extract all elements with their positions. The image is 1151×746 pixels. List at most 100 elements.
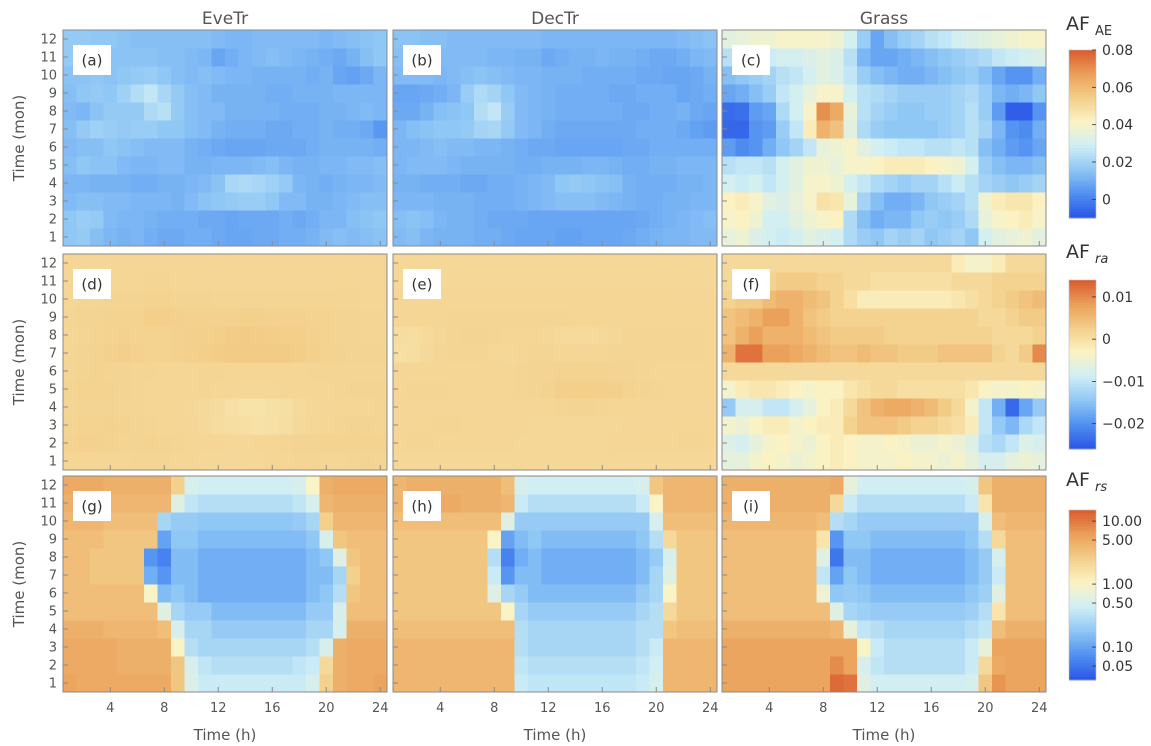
heatmap-cell (609, 638, 624, 657)
heatmap-cell (884, 602, 899, 621)
heatmap-cell (306, 308, 321, 327)
heatmap-cell (541, 656, 556, 675)
heatmap-cell (722, 344, 737, 363)
heatmap-cell (649, 434, 664, 453)
heatmap-cell (676, 254, 691, 273)
heatmap-cell (279, 102, 294, 121)
heatmap-cell (595, 362, 610, 381)
heatmap-cell (292, 602, 307, 621)
heatmap-cell (130, 192, 145, 211)
heatmap-cell (501, 398, 516, 417)
heatmap-cell (393, 254, 408, 273)
heatmap-cell (487, 174, 502, 193)
heatmap-cell (360, 620, 375, 639)
heatmap-cell (279, 584, 294, 603)
heatmap-cell (911, 66, 926, 85)
heatmap-cell (474, 192, 489, 211)
heatmap-cell (184, 398, 199, 417)
heatmap-cell (870, 416, 885, 435)
heatmap-cell (897, 290, 912, 309)
heatmap-cell (63, 30, 78, 49)
heatmap-cell (487, 344, 502, 363)
heatmap-cell (373, 156, 388, 175)
heatmap-cell (636, 530, 651, 549)
heatmap-cell (636, 548, 651, 567)
colorbar-segment (1069, 518, 1096, 522)
heatmap-cell (735, 174, 750, 193)
colorbar-segment (1069, 302, 1096, 306)
heatmap-cell (406, 192, 421, 211)
heatmap-cell (703, 476, 718, 495)
heatmap-cell (690, 434, 705, 453)
heatmap-cell (184, 30, 199, 49)
heatmap-cell (171, 228, 186, 247)
heatmap-cell (447, 656, 462, 675)
heatmap-cell (157, 452, 172, 471)
heatmap-cell (776, 138, 791, 157)
heatmap-cell (319, 254, 334, 273)
heatmap-cell (803, 102, 818, 121)
colorbar-segment (1069, 336, 1096, 340)
heatmap-cell (938, 530, 953, 549)
heatmap-cell (460, 66, 475, 85)
heatmap-cell (749, 380, 764, 399)
heatmap-cell (541, 308, 556, 327)
heatmap-cell (911, 156, 926, 175)
heatmap-cell (649, 602, 664, 621)
colorbar-segment (1069, 103, 1096, 107)
heatmap-cell (816, 638, 831, 657)
heatmap-cell (76, 326, 91, 345)
heatmap-cell (144, 138, 159, 157)
heatmap-cell (830, 308, 845, 327)
heatmap-cell (433, 120, 448, 139)
heatmap-cell (595, 84, 610, 103)
heatmap-cell (103, 602, 118, 621)
heatmap-cell (514, 512, 529, 531)
heatmap-cell (595, 620, 610, 639)
heatmap-cell (951, 192, 966, 211)
y-tick-label: 10 (40, 515, 57, 530)
heatmap-cell (514, 344, 529, 363)
heatmap-cell (582, 548, 597, 567)
heatmap-cell (157, 548, 172, 567)
heatmap-cell (830, 174, 845, 193)
heatmap-cell (292, 452, 307, 471)
heatmap-cell (360, 102, 375, 121)
heatmap-cell (528, 174, 543, 193)
heatmap-cell (346, 434, 361, 453)
heatmap-cell (292, 494, 307, 513)
heatmap-cell (198, 174, 213, 193)
heatmap-cell (474, 228, 489, 247)
heatmap-cell (735, 156, 750, 175)
heatmap-cell (749, 344, 764, 363)
heatmap-cell (1005, 566, 1020, 585)
heatmap-cell (238, 66, 253, 85)
heatmap-cell (965, 308, 980, 327)
heatmap-cell (393, 156, 408, 175)
heatmap-cell (816, 228, 831, 247)
heatmap-cell (776, 228, 791, 247)
heatmap-cell (595, 416, 610, 435)
heatmap-cell (992, 434, 1007, 453)
heatmap-cell (830, 344, 845, 363)
y-tick-label: 12 (40, 479, 57, 494)
heatmap-cell (722, 452, 737, 471)
heatmap-cell (360, 584, 375, 603)
heatmap-cell (884, 30, 899, 49)
heatmap-cell (690, 416, 705, 435)
heatmap-cell (460, 566, 475, 585)
heatmap-cell (76, 620, 91, 639)
heatmap-cell (292, 272, 307, 291)
colorbar-segment (1069, 50, 1096, 54)
heatmap-cell (117, 638, 132, 657)
heatmap-cell (360, 452, 375, 471)
heatmap-cell (76, 434, 91, 453)
heatmap-cell (130, 156, 145, 175)
heatmap-cell (433, 620, 448, 639)
heatmap-cell (857, 602, 872, 621)
heatmap-cell (225, 48, 240, 67)
heatmap-cell (103, 416, 118, 435)
heatmap-cell (103, 192, 118, 211)
heatmap-cell (897, 344, 912, 363)
heatmap-cell (103, 380, 118, 399)
